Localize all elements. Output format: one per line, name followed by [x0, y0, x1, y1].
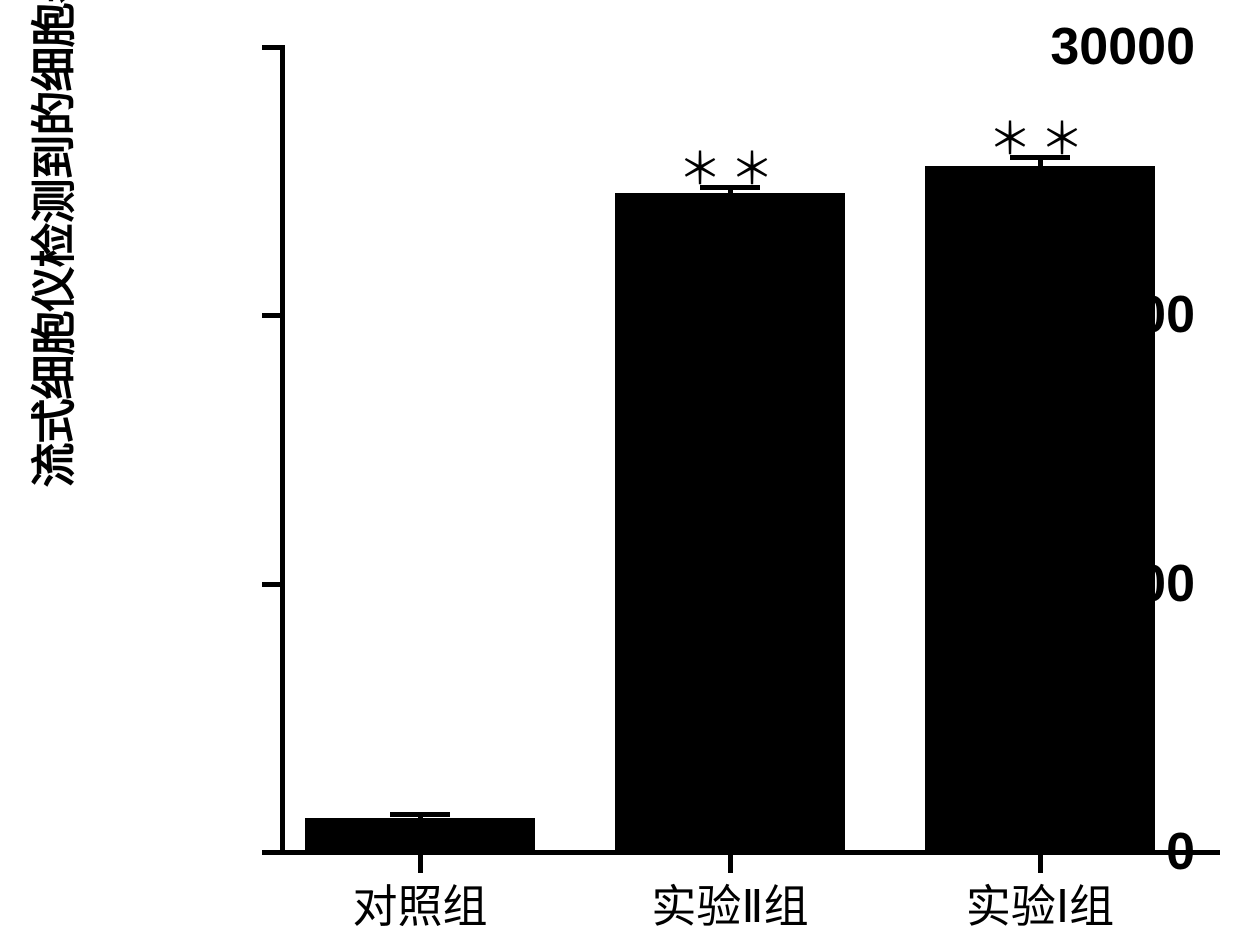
significance-marker: ＊＊ — [988, 103, 1092, 167]
y-axis-line — [280, 45, 285, 855]
y-tick — [262, 850, 280, 855]
x-tick-label: 实验Ⅱ组 — [651, 870, 808, 935]
chart-container: 流式细胞仪检测到的细胞表面FAM荧光值 0100002000030000对照组实… — [60, 15, 1230, 925]
y-tick — [262, 45, 280, 50]
error-bar-cap — [390, 812, 450, 817]
bar — [305, 818, 535, 850]
x-tick-label: 实验Ⅰ组 — [966, 870, 1114, 935]
bar — [925, 166, 1155, 850]
plot-area: 0100002000030000对照组实验Ⅱ组实验Ⅰ组 ＊＊＊＊ — [280, 45, 1220, 855]
y-tick — [262, 582, 280, 587]
significance-marker: ＊＊ — [678, 133, 782, 197]
x-tick-label: 对照组 — [352, 870, 487, 935]
bar — [615, 193, 845, 850]
y-tick-label: 30000 — [1050, 17, 1195, 77]
y-tick — [262, 313, 280, 318]
y-axis-label: 流式细胞仪检测到的细胞表面FAM荧光值 — [18, 0, 83, 488]
y-tick-label: 0 — [1166, 822, 1195, 882]
